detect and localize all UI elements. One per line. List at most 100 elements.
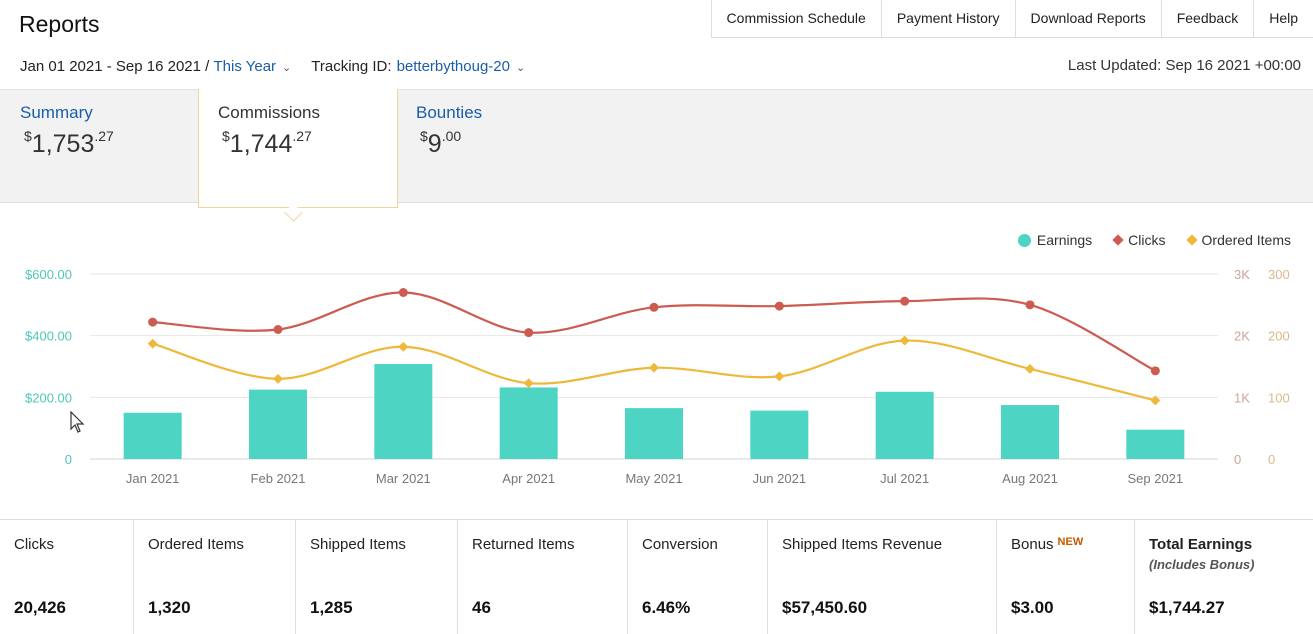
metric-value: 1,285 [310, 598, 353, 617]
mouse-cursor-icon [70, 411, 85, 433]
metric-label: Clicks [14, 536, 54, 553]
ordered-items-point [523, 378, 534, 389]
filter-row: Jan 01 2021 - Sep 16 2021 / This Year ⌄ T… [20, 58, 525, 75]
ordered-items-point [1025, 364, 1035, 374]
legend-ordered-items[interactable]: Ordered Items [1185, 232, 1291, 248]
currency-symbol: $ [24, 128, 32, 144]
metric-total-earnings: Total Earnings (Includes Bonus) $1,744.2… [1135, 520, 1313, 634]
ordered-items-point [1150, 395, 1161, 406]
tab-commissions[interactable]: Commissions $1,744.27 [218, 103, 320, 159]
commission-schedule-link[interactable]: Commission Schedule [712, 0, 882, 37]
clicks-point [148, 317, 158, 327]
chart-canvas: 0 0 0 $200.00 1K 100 $400.00 2K 200 $600.00 3K 300 J… [25, 267, 1290, 486]
earnings-bar [249, 389, 307, 459]
amount-whole: 9 [427, 130, 442, 158]
tracking-id-label: Tracking ID: [311, 58, 392, 75]
ordered-items-point [273, 373, 283, 384]
tracking-id-dropdown[interactable]: betterbythoug-20 ⌄ [397, 58, 526, 75]
amount-cents: .27 [292, 128, 312, 144]
ordered-items-point [899, 335, 910, 346]
y-left-tick-label: $600.00 [25, 267, 72, 282]
metric-label: Shipped Items [310, 536, 406, 553]
amount-cents: .00 [441, 128, 462, 144]
x-tick-label: Mar 2021 [376, 471, 431, 486]
earnings-bar [625, 408, 683, 459]
chevron-down-icon: ⌄ [515, 62, 526, 74]
ordered-items-point [774, 371, 785, 382]
commissions-amount: $1,744.27 [222, 128, 320, 159]
metric-shipped-revenue: Shipped Items Revenue $57,450.60 [768, 520, 997, 634]
clicks-point [649, 302, 659, 312]
x-tick-label: Jul 2021 [880, 471, 929, 486]
legend-label: Clicks [1128, 232, 1166, 248]
feedback-link[interactable]: Feedback [1162, 0, 1255, 37]
metric-ordered-items: Ordered Items 1,320 [134, 520, 296, 634]
metric-conversion: Conversion 6.46% [628, 520, 768, 634]
legend-label: Ordered Items [1201, 232, 1291, 248]
earnings-bar [374, 364, 433, 459]
metric-label: Returned Items [472, 536, 575, 553]
y-left-tick-label: 0 [65, 452, 72, 467]
y-right-clicks-tick-label: 3K [1234, 267, 1250, 282]
clicks-point [900, 296, 910, 306]
payment-history-link[interactable]: Payment History [882, 0, 1016, 37]
metric-returned-items: Returned Items 46 [458, 520, 628, 634]
x-tick-label: Jan 2021 [126, 471, 180, 486]
bounties-tab-label: Bounties [416, 103, 483, 122]
metric-label-wrap: Bonus NEW [997, 536, 1134, 553]
summary-band [0, 89, 1313, 203]
metric-bonus: Bonus NEW $3.00 [997, 520, 1135, 634]
earnings-bar [1126, 429, 1185, 459]
metric-label: Total Earnings [1149, 536, 1253, 553]
x-tick-label: May 2021 [625, 471, 682, 486]
clicks-point [398, 288, 408, 297]
earnings-bar [875, 391, 934, 459]
ordered-items-point [398, 341, 409, 352]
summary-amount: $1,753.27 [24, 128, 114, 159]
x-tick-label: Jun 2021 [753, 471, 807, 486]
metric-value: 6.46% [642, 598, 691, 617]
y-right-clicks-tick-label: 0 [1234, 452, 1241, 467]
tab-summary[interactable]: Summary $1,753.27 [20, 103, 114, 159]
clicks-legend-marker [1112, 234, 1124, 246]
earnings-bar [123, 412, 182, 459]
commissions-tab-label: Commissions [218, 103, 321, 122]
amount-whole: 1,753 [31, 130, 95, 158]
chevron-down-icon: ⌄ [282, 62, 292, 74]
y-right-items-tick-label: 200 [1268, 329, 1290, 344]
clicks-point [1025, 300, 1035, 310]
x-tick-label: Sep 2021 [1127, 471, 1183, 486]
x-tick-label: Aug 2021 [1002, 471, 1058, 486]
earnings-legend-dot [1017, 233, 1031, 247]
ordered-items-point [649, 362, 659, 373]
amount-whole: 1,744 [229, 130, 293, 158]
earnings-chart: Earnings Clicks Ordered Items 0 0 0 $200.00… [0, 218, 1313, 518]
y-right-items-tick-label: 100 [1268, 390, 1290, 405]
help-link[interactable]: Help [1269, 10, 1298, 26]
legend-earnings[interactable]: Earnings [1017, 232, 1092, 248]
clicks-point [1150, 366, 1160, 376]
legend-clicks[interactable]: Clicks [1112, 232, 1166, 248]
earnings-bar [499, 387, 558, 459]
page-title: Reports [19, 11, 100, 37]
tracking-id-value: betterbythoug-20 [396, 58, 510, 75]
metric-label: Bonus [1011, 536, 1054, 553]
amount-cents: .27 [94, 128, 114, 144]
metric-value: 20,426 [14, 598, 66, 617]
y-right-clicks-tick-label: 1K [1234, 390, 1250, 405]
x-tick-label: Apr 2021 [502, 471, 555, 486]
metric-shipped-items: Shipped Items 1,285 [296, 520, 458, 634]
new-badge: NEW [1057, 536, 1084, 548]
summary-tab-label: Summary [20, 103, 93, 122]
metric-value: 46 [472, 598, 491, 617]
y-right-items-tick-label: 0 [1268, 452, 1275, 467]
date-preset-dropdown[interactable]: This Year ⌄ [214, 58, 292, 75]
earnings-bar [1001, 405, 1059, 459]
ordered-items-legend-marker [1185, 234, 1198, 246]
metric-label: Shipped Items Revenue [782, 536, 943, 553]
download-reports-link[interactable]: Download Reports [1016, 0, 1162, 37]
clicks-point [524, 328, 534, 338]
tab-bounties[interactable]: Bounties $9.00 [416, 103, 482, 159]
y-right-items-tick-label: 300 [1268, 267, 1290, 282]
ordered-items-point [147, 338, 158, 349]
